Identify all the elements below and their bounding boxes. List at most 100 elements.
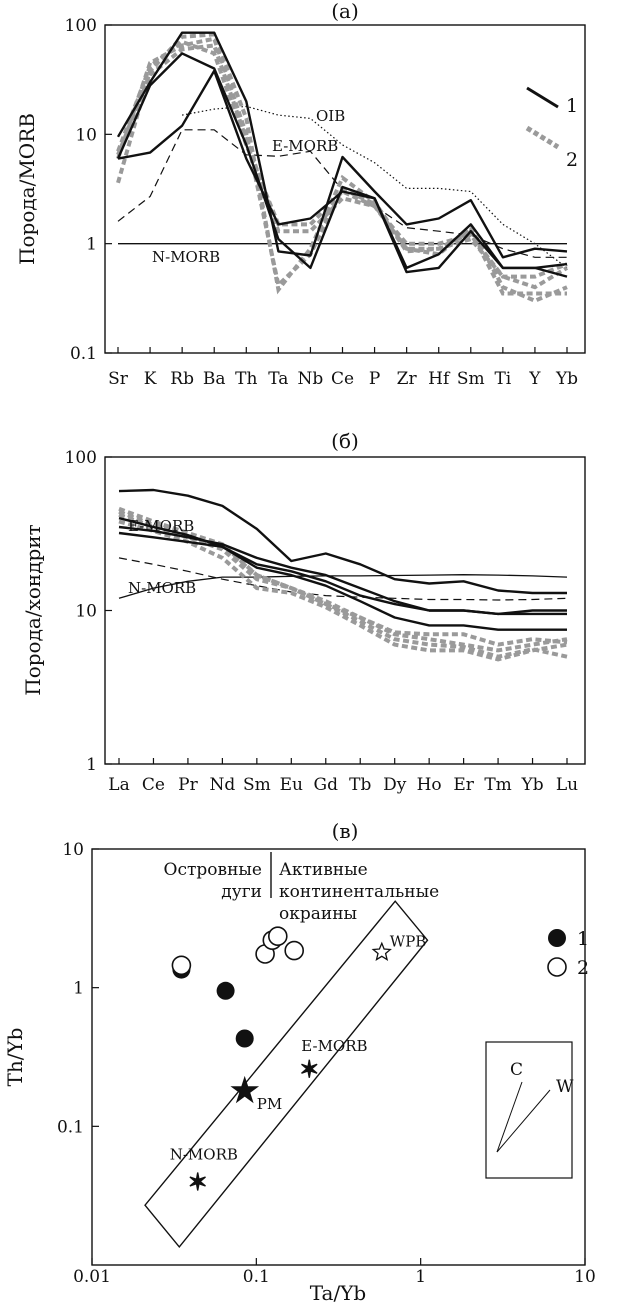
ytick-label: 10 [62, 840, 84, 860]
ref-point-label: E-MORB [301, 1037, 367, 1055]
region-label-island-arc-1: Островные [164, 860, 262, 880]
ytick-label: 100 [65, 16, 97, 36]
point-group2 [284, 940, 305, 961]
xtick-label: P [369, 369, 380, 389]
xtick-label: Y [528, 369, 541, 389]
series-group2-line [116, 32, 568, 303]
panel-a-xaxis: Sr K Rb Ba Th Ta Nb Ce P Zr Hf Sm Ti Y Yb [108, 347, 578, 389]
panel-a-title: (а) [331, 0, 359, 23]
panel-c-yaxis: 0.1 1 10 [57, 840, 99, 1137]
xtick-label: La [108, 775, 129, 795]
xtick-label: Lu [556, 775, 578, 795]
legend-a-label-2: 2 [566, 149, 578, 171]
legend-a-label-1: 1 [566, 95, 578, 117]
vector-c-label: C [510, 1060, 523, 1080]
panel-a-legend: 1 2 [525, 86, 578, 171]
xtick-label: K [144, 369, 157, 389]
panel-c: (в) Th/Yb Ta/Yb 0.1 1 10 0.01 0.1 1 10 Остров… [3, 819, 596, 1305]
panel-c-legend: 1 2 [547, 928, 589, 979]
series-group1-line [118, 488, 567, 595]
point-group2 [171, 955, 192, 976]
ytick-label: 100 [65, 448, 97, 468]
vector-inset-frame [485, 1041, 573, 1179]
panel-c-xlabel: Ta/Yb [310, 1281, 366, 1305]
xtick-label: 0.1 [243, 1267, 270, 1287]
xtick-label: Tb [349, 775, 371, 795]
panel-b-yaxis: 1 10 100 [65, 448, 112, 775]
panel-a-yaxis: 0.1 1 10 100 [65, 16, 112, 364]
mantle-array-box [144, 900, 429, 1249]
panel-b-sample-lines [118, 488, 568, 662]
panel-a-sample-lines [116, 31, 569, 303]
xtick-label: Nb [298, 369, 324, 389]
series-group1-line [117, 69, 568, 278]
ref-point-e-morb [301, 1059, 318, 1078]
legend-a-line-1 [526, 86, 559, 109]
series-group2-line [118, 519, 568, 662]
xtick-label: Dy [383, 775, 407, 795]
series-group1-line [118, 516, 567, 616]
point-group1 [216, 981, 235, 1000]
label-e-morb-b: E-MORB [128, 517, 194, 535]
xtick-label: Tm [484, 775, 511, 795]
panel-b-title: (б) [331, 429, 359, 453]
ref-point-n-morb [189, 1172, 206, 1191]
ytick-label: 0.1 [57, 1117, 84, 1137]
panel-a: (а) Порода/MORB 0.1 1 10 100 Sr K Rb Ba Th Ta Nb C… [15, 0, 586, 389]
ref-line-e-morb [117, 129, 567, 258]
panel-c-frame [91, 848, 586, 1266]
label-n-morb: N-MORB [152, 248, 220, 266]
ref-point-label: PM [257, 1095, 282, 1113]
xtick-label: Sm [457, 369, 485, 389]
legend-c-marker-1 [548, 929, 566, 947]
xtick-label: Ho [417, 775, 442, 795]
ref-point-label: WPB [390, 932, 427, 950]
xtick-label: 1 [415, 1267, 426, 1287]
series-group1-line [118, 531, 567, 631]
panel-b-reference-lines [118, 557, 568, 601]
panel-c-xaxis: 0.01 0.1 1 10 [73, 1258, 596, 1287]
legend-a-line-2 [525, 125, 560, 150]
xtick-label: Nd [210, 775, 236, 795]
vector-w-line [496, 1089, 551, 1153]
xtick-label: Gd [314, 775, 339, 795]
xtick-label: Hf [428, 369, 451, 389]
panel-a-frame [104, 24, 586, 354]
xtick-label: Yb [520, 775, 543, 795]
ytick-label: 1 [86, 755, 97, 775]
sample-points [171, 926, 305, 1048]
point-group1 [235, 1029, 254, 1048]
ref-point-wpb [371, 941, 392, 961]
label-e-morb: E-MORB [272, 137, 338, 155]
xtick-label: Ti [494, 369, 511, 389]
panel-b-ylabel: Порода/хондрит [21, 524, 45, 695]
ref-point-label: N-MORB [170, 1146, 238, 1164]
xtick-label: Ta [268, 369, 288, 389]
legend-c-label-1: 1 [577, 928, 589, 950]
vector-w-label: W [556, 1077, 574, 1097]
ref-line-e-morb [118, 557, 568, 601]
point-group2 [267, 926, 288, 947]
region-label-acm-2: континентальные [279, 882, 439, 902]
xtick-label: 0.01 [73, 1267, 111, 1287]
reference-points: WPB E-MORB PM N-MORB [170, 932, 427, 1191]
region-label-acm-3: окраины [279, 904, 357, 924]
xtick-label: Pr [178, 775, 198, 795]
ytick-label: 1 [86, 235, 97, 255]
xtick-label: Ba [203, 369, 226, 389]
ref-line-n-morb [118, 574, 568, 599]
xtick-label: Eu [280, 775, 303, 795]
xtick-label: Rb [170, 369, 194, 389]
ytick-label: 10 [75, 125, 97, 145]
vector-c-line [496, 1081, 523, 1153]
panel-b: (б) Порода/хондрит 1 10 100 La Ce Pr Nd Sm Eu Gd… [21, 429, 586, 795]
panel-c-ylabel: Th/Yb [3, 1028, 27, 1087]
panel-c-title: (в) [332, 819, 359, 843]
ytick-label: 0.1 [70, 344, 97, 364]
xtick-label: Th [235, 369, 257, 389]
label-n-morb-b: N-MORB [128, 579, 196, 597]
xtick-label: Sm [243, 775, 271, 795]
series-group1-line [116, 31, 568, 259]
region-label-island-arc-2: дуги [221, 882, 262, 902]
